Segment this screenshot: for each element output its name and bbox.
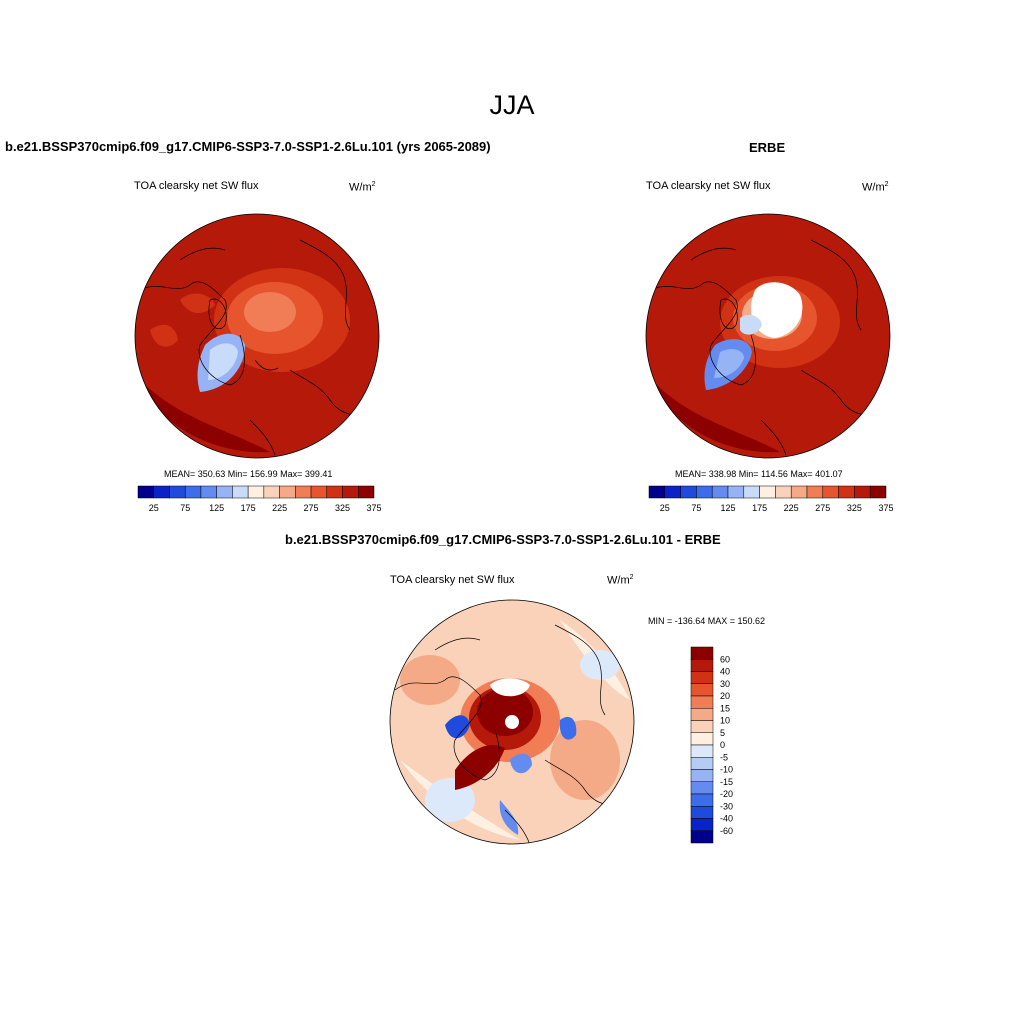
- colorbar-swatch: [743, 485, 760, 499]
- colorbar-tick-label: 125: [720, 503, 735, 513]
- map-model: [134, 213, 380, 459]
- colorbar-tick-label: 25: [149, 503, 159, 513]
- colorbar-tick-label: 5: [720, 728, 725, 738]
- colorbar-swatch: [664, 485, 681, 499]
- map-difference: [389, 599, 635, 845]
- colorbar-swatch: [806, 485, 824, 499]
- colorbar-swatch: [232, 485, 249, 499]
- colorbar-tick-label: 20: [720, 691, 730, 701]
- colorbar-swatch: [153, 485, 170, 499]
- colorbar-swatch: [216, 485, 233, 499]
- colorbar-swatch: [690, 708, 714, 721]
- panel1-units: W/m2: [349, 181, 376, 194]
- colorbar-swatch: [690, 781, 714, 795]
- panel3-units: W/m2: [607, 574, 634, 587]
- colorbar-swatch: [690, 757, 714, 770]
- colorbar-swatch: [279, 485, 296, 499]
- colorbar-tick-label: 275: [304, 503, 319, 513]
- colorbar-tick-label: 60: [720, 654, 730, 664]
- colorbar-model: 25 75 125 175 225 275 325 375: [137, 485, 382, 513]
- colorbar-swatch: [838, 485, 855, 499]
- colorbar-swatch: [690, 830, 714, 844]
- colorbar-swatch: [247, 485, 265, 499]
- colorbar-swatch: [310, 485, 328, 499]
- colorbar-tick-label: 40: [720, 667, 730, 677]
- colorbar-swatch: [295, 485, 312, 499]
- colorbar-swatch: [690, 793, 714, 807]
- colorbar-tick-label: -20: [720, 789, 733, 799]
- colorbar-swatch: [869, 485, 887, 499]
- colorbar-difference: 60 40 30 20 15 10 5 0 -5 -10 -15 -20 -30 -40 -60: [690, 646, 733, 844]
- colorbar-tick-label: 10: [720, 716, 730, 726]
- colorbar-swatch: [727, 485, 745, 499]
- colorbar-tick-label: 125: [209, 503, 224, 513]
- colorbar-swatch: [200, 485, 217, 499]
- colorbar-swatch: [690, 720, 714, 733]
- colorbar-swatch: [690, 695, 714, 709]
- colorbar-tick-label: 225: [784, 503, 799, 513]
- colorbar-tick-label: 75: [691, 503, 701, 513]
- colorbar-tick-label: 175: [241, 503, 256, 513]
- panel2-variable: TOA clearsky net SW flux: [646, 180, 771, 192]
- panel3-variable: TOA clearsky net SW flux: [390, 574, 515, 586]
- colorbar-tick-label: 275: [815, 503, 830, 513]
- colorbar-swatch: [690, 769, 714, 782]
- colorbar-tick-label: 325: [335, 503, 350, 513]
- colorbar-swatch: [358, 485, 375, 499]
- figure-title: JJA: [489, 90, 535, 120]
- map-erbe: [645, 213, 891, 459]
- colorbar-tick-label: 0: [720, 740, 725, 750]
- colorbar-tick-label: 30: [720, 679, 730, 689]
- colorbar-swatch: [137, 485, 154, 499]
- colorbar-tick-label: -40: [720, 814, 733, 824]
- colorbar-swatch: [326, 485, 343, 499]
- colorbar-swatch: [690, 744, 714, 758]
- colorbar-swatch: [690, 671, 714, 684]
- colorbar-swatch: [169, 485, 186, 499]
- colorbar-tick-label: 225: [272, 503, 287, 513]
- panel2-stats: MEAN= 338.98 Min= 114.56 Max= 401.07: [675, 469, 843, 479]
- colorbar-swatch: [184, 485, 202, 499]
- colorbar-tick-label: 75: [180, 503, 190, 513]
- colorbar-swatch: [648, 485, 666, 499]
- colorbar-swatch: [263, 485, 280, 499]
- colorbar-swatch: [690, 806, 714, 819]
- colorbar-tick-label: -60: [720, 826, 733, 836]
- panel1-variable: TOA clearsky net SW flux: [134, 180, 259, 192]
- colorbar-swatch: [775, 485, 792, 499]
- colorbar-tick-label: 15: [720, 703, 730, 713]
- colorbar-tick-label: 375: [878, 503, 893, 513]
- colorbar-tick-label: 25: [660, 503, 670, 513]
- colorbar-swatch: [680, 485, 697, 499]
- panel3-title: b.e21.BSSP370cmip6.f09_g17.CMIP6-SSP3-7.…: [285, 532, 721, 547]
- colorbar-tick-label: -5: [720, 752, 728, 762]
- panel1-stats: MEAN= 350.63 Min= 156.99 Max= 399.41: [164, 469, 333, 479]
- colorbar-swatch: [711, 485, 729, 499]
- colorbar-swatch: [690, 683, 714, 697]
- colorbar-erbe: 25 75 125 175 225 275 325 375: [648, 485, 894, 513]
- colorbar-tick-label: -10: [720, 765, 733, 775]
- panel2-units: W/m2: [862, 181, 889, 194]
- colorbar-tick-label: -15: [720, 777, 733, 787]
- colorbar-swatch: [696, 485, 713, 499]
- colorbar-swatch: [690, 818, 714, 831]
- colorbar-tick-label: 375: [366, 503, 381, 513]
- colorbar-tick-label: -30: [720, 801, 733, 811]
- colorbar-swatch: [342, 485, 359, 499]
- colorbar-swatch: [759, 485, 776, 499]
- colorbar-swatch: [690, 732, 714, 746]
- colorbar-tick-label: 175: [752, 503, 767, 513]
- colorbar-swatch: [822, 485, 839, 499]
- colorbar-swatch: [790, 485, 808, 499]
- colorbar-tick-label: 325: [847, 503, 862, 513]
- colorbar-swatch: [854, 485, 871, 499]
- colorbar-swatch: [690, 646, 714, 660]
- panel3-minmax: MIN = -136.64 MAX = 150.62: [648, 616, 766, 626]
- panel2-title: ERBE: [749, 140, 786, 155]
- panel1-title: b.e21.BSSP370cmip6.f09_g17.CMIP6-SSP3-7.…: [5, 139, 491, 154]
- colorbar-swatch: [690, 659, 714, 672]
